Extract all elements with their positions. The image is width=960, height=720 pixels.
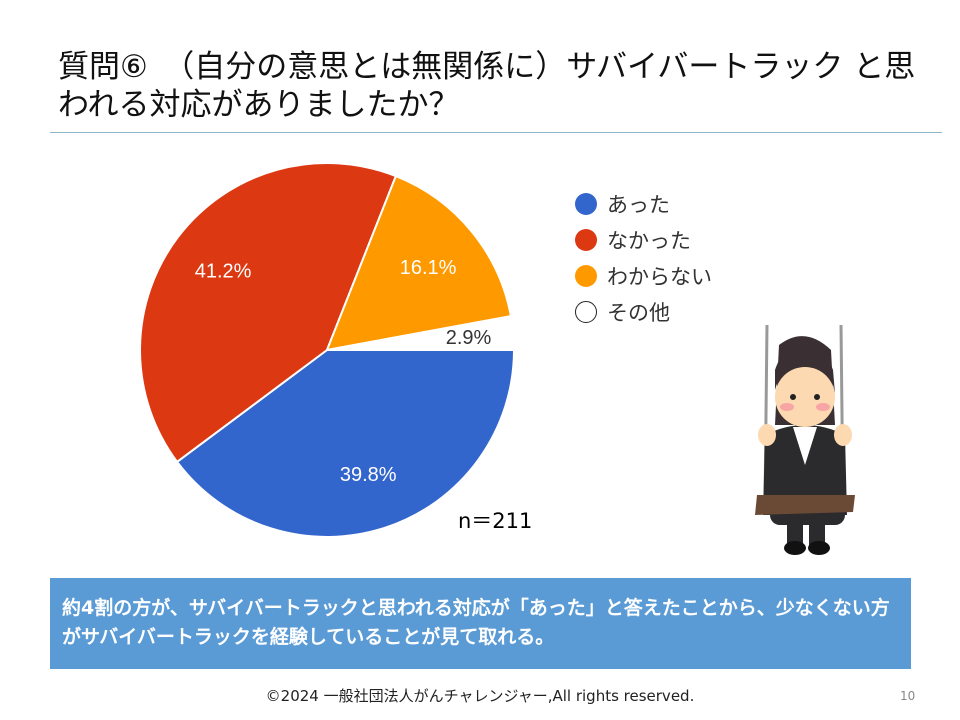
pie-slice-1 bbox=[139, 162, 398, 464]
legend-item: その他 bbox=[575, 294, 712, 330]
legend-swatch bbox=[575, 301, 597, 323]
pie-slice-0 bbox=[175, 349, 516, 538]
chart-legend: あったなかったわからないその他 bbox=[575, 186, 712, 330]
slice-label-1: 41.2% bbox=[195, 260, 252, 282]
person-on-swing-illustration bbox=[755, 324, 855, 555]
legend-swatch bbox=[575, 193, 597, 215]
legend-item: なかった bbox=[575, 222, 712, 258]
page-title: 質問⑥ （自分の意思とは無関係に）サバイバートラック と思われる対応がありました… bbox=[58, 49, 916, 123]
legend-label: その他 bbox=[607, 301, 670, 325]
summary-box: 約4割の方が、サバイバートラックと思われる対応が「あった」と答えたことから、少な… bbox=[50, 578, 911, 669]
pie-slice-2 bbox=[325, 174, 513, 352]
legend-item: わからない bbox=[575, 258, 712, 294]
copyright-footer: ©2024 一般社団法人がんチャレンジャー,All rights reserve… bbox=[265, 687, 695, 705]
legend-label: なかった bbox=[607, 229, 691, 253]
legend-swatch bbox=[575, 265, 597, 287]
page-number: 10 bbox=[900, 689, 916, 703]
legend-item: あった bbox=[575, 186, 712, 222]
legend-swatch bbox=[575, 229, 597, 251]
slice-label-2: 16.1% bbox=[400, 257, 457, 279]
legend-label: あった bbox=[607, 193, 670, 217]
sample-size: n＝211 bbox=[458, 509, 533, 533]
pie-slice-3 bbox=[326, 314, 516, 351]
slice-label-3: 2.9% bbox=[446, 327, 492, 349]
title-divider bbox=[50, 132, 942, 133]
legend-label: わからない bbox=[607, 265, 712, 289]
slice-label-0: 39.8% bbox=[340, 464, 397, 486]
